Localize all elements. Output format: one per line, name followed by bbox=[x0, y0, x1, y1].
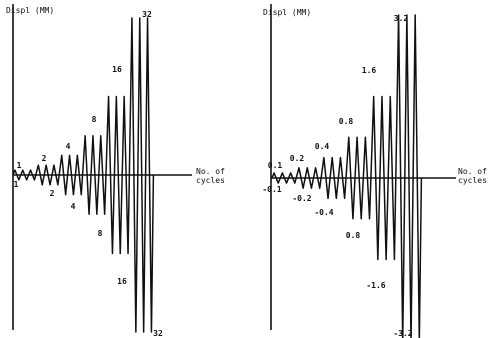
x-axis-label: No. of cycles bbox=[196, 167, 225, 185]
peak-label: 0.2 bbox=[290, 154, 305, 163]
peak-label: 4 bbox=[71, 202, 76, 211]
peak-label: 32 bbox=[142, 10, 152, 19]
peak-label: 0.8 bbox=[339, 117, 354, 126]
peak-label: 1.6 bbox=[362, 66, 377, 75]
peak-label: -0.1 bbox=[262, 185, 281, 194]
peak-label: 8 bbox=[98, 229, 103, 238]
peak-label: 32 bbox=[153, 329, 163, 338]
peak-label: 0.1 bbox=[268, 161, 283, 170]
y-axis-label: Displ (MM) bbox=[6, 6, 54, 15]
peak-label: 3.2 bbox=[394, 14, 409, 23]
peak-label: 0.4 bbox=[315, 142, 330, 151]
peak-label: 2 bbox=[42, 154, 47, 163]
peak-label: 4 bbox=[66, 142, 71, 151]
x-axis-label: No. of cycles bbox=[458, 167, 487, 185]
peak-label: 1 bbox=[14, 180, 19, 189]
peak-label: -3.2 bbox=[393, 329, 412, 338]
peak-label: 16 bbox=[112, 65, 122, 74]
chart-left: Displ (MM) No. of cycles 1 2 4 8 16 32 1 2 4 8 16 32 bbox=[6, 4, 225, 338]
y-axis-label: Displ (MM) bbox=[263, 8, 311, 17]
displacement-series bbox=[12, 17, 155, 333]
peak-label: 0.8 bbox=[346, 231, 361, 240]
displacement-series bbox=[271, 14, 423, 338]
chart-right: Displ (MM) No. of cycles 0.1 0.2 0.4 0.8 1.6 3… bbox=[262, 4, 487, 338]
peak-label: -0.2 bbox=[292, 194, 311, 203]
peak-label: 16 bbox=[117, 277, 127, 286]
peak-label: 2 bbox=[50, 189, 55, 198]
peak-label: -0.4 bbox=[314, 208, 333, 217]
peak-label: -1.6 bbox=[366, 281, 385, 290]
peak-label: 1 bbox=[17, 161, 22, 170]
peak-label: 8 bbox=[92, 115, 97, 124]
